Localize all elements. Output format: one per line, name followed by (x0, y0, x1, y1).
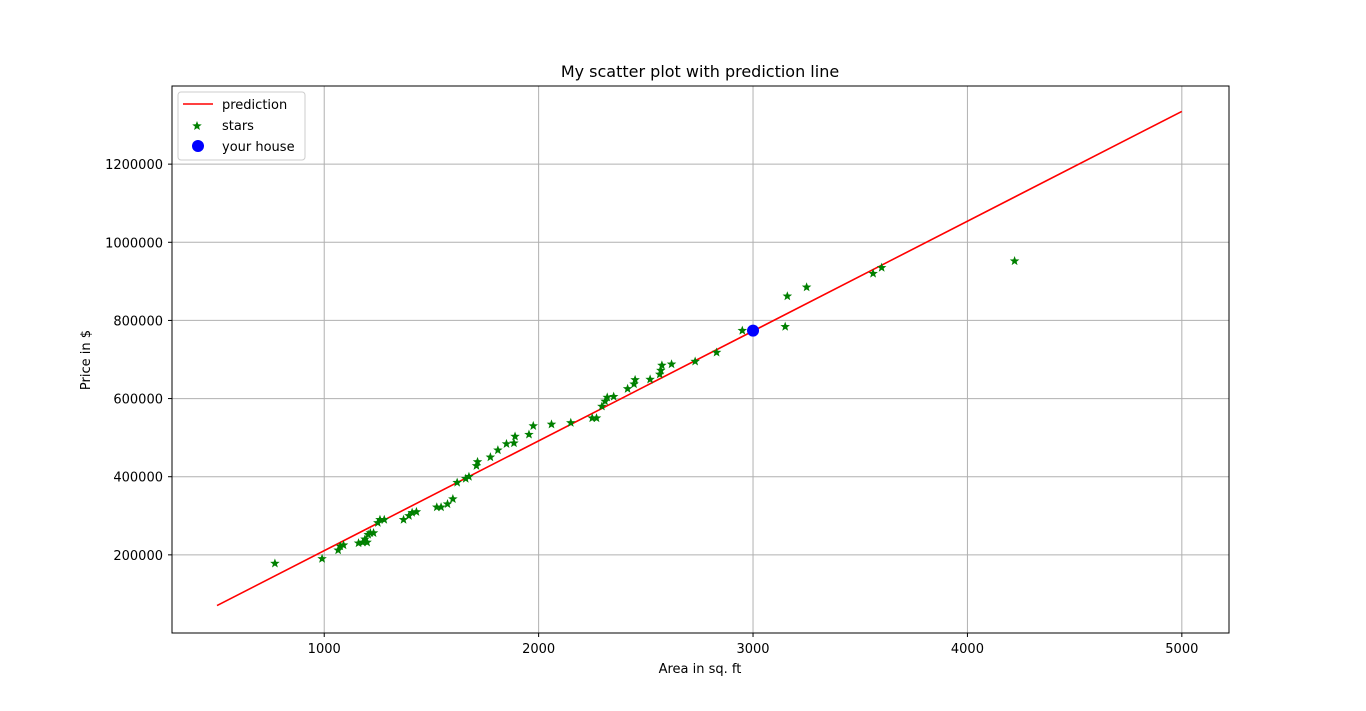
legend: prediction stars your house (177, 91, 306, 161)
star-point (353, 538, 364, 548)
y-tick-label: 1000000 (105, 236, 163, 251)
star-point (379, 514, 390, 524)
star-point (471, 460, 482, 470)
x-tick-label: 1000 (308, 642, 341, 657)
star-point (270, 558, 280, 568)
star-point (360, 534, 370, 544)
y-tick-label: 1200000 (105, 158, 163, 173)
star-point (876, 262, 887, 272)
star-point (432, 502, 442, 512)
y-axis-label: Price in $ (79, 330, 94, 390)
star-point (622, 383, 633, 393)
star-point (398, 514, 409, 524)
star-point (338, 540, 349, 550)
star-point (597, 401, 607, 411)
star-point (546, 419, 557, 429)
star-point (362, 537, 372, 547)
star-point (587, 413, 597, 423)
star-point (737, 325, 748, 335)
star-point (501, 438, 512, 448)
star-point (472, 456, 483, 466)
star-point (335, 541, 346, 551)
grid (172, 86, 1229, 633)
x-axis: 1000 2000 3000 4000 5000 (308, 633, 1198, 657)
star-point (528, 420, 539, 430)
y-tick-label: 800000 (113, 314, 163, 329)
star-point (485, 452, 496, 462)
star-point (630, 374, 640, 384)
plot-area (216, 110, 1183, 607)
star-point (657, 360, 667, 370)
axes-frame (171, 85, 1230, 634)
star-point (460, 473, 471, 483)
star-point (375, 514, 385, 524)
star-point (780, 321, 790, 331)
x-tick-label: 4000 (951, 642, 984, 657)
star-point (493, 445, 503, 455)
star-point (509, 438, 519, 448)
star-point (602, 392, 612, 402)
star-point (645, 374, 655, 384)
star-point (655, 369, 665, 379)
x-tick-label: 5000 (1165, 642, 1198, 657)
star-point (608, 391, 619, 401)
legend-label-prediction: prediction (222, 98, 287, 113)
y-tick-label: 200000 (113, 549, 163, 564)
star-point (782, 291, 793, 301)
star-point (363, 529, 373, 539)
star-point (317, 553, 327, 563)
star-point (524, 429, 534, 439)
y-axis: 200000 400000 600000 800000 1000000 1200000 (105, 158, 172, 564)
star-point (629, 379, 639, 389)
star-point (464, 471, 474, 481)
star-point (436, 502, 446, 512)
star-point (801, 282, 812, 292)
legend-label-your-house: your house (222, 140, 295, 155)
chart-title: My scatter plot with prediction line (561, 62, 839, 81)
star-point (566, 417, 576, 427)
star-point (591, 413, 602, 423)
legend-box (177, 91, 306, 161)
y-tick-label: 400000 (113, 471, 163, 486)
legend-house-circle-icon (192, 140, 204, 152)
x-axis-label: Area in sq. ft (659, 662, 742, 677)
star-point (656, 365, 666, 375)
star-point (411, 506, 422, 516)
star-point (407, 507, 417, 517)
star-point (1009, 256, 1020, 266)
legend-star-icon (192, 121, 202, 131)
star-point (452, 477, 462, 487)
star-point (404, 510, 414, 520)
star-point (690, 356, 700, 366)
legend-label-stars: stars (222, 119, 254, 134)
star-point (368, 527, 379, 538)
star-point (868, 268, 878, 278)
y-tick-label: 600000 (113, 393, 163, 408)
x-tick-label: 3000 (736, 642, 769, 657)
star-point (711, 347, 722, 357)
star-point (442, 499, 453, 509)
x-tick-label: 2000 (522, 642, 555, 657)
star-point (510, 431, 520, 441)
your-house-point (747, 324, 760, 337)
star-point (666, 359, 677, 369)
star-point (448, 493, 458, 504)
